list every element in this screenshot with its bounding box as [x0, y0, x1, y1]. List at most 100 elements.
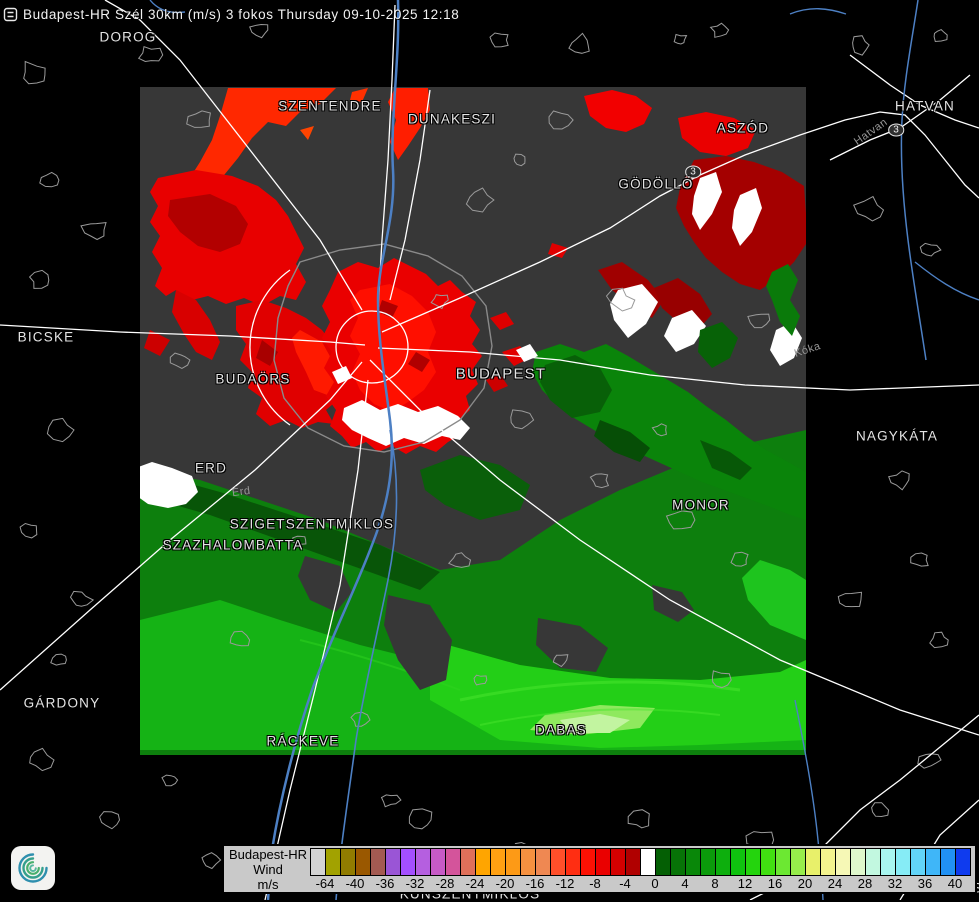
city-label: SZIGETSZENTMIKLOS — [229, 516, 395, 532]
legend-color-swatch — [491, 849, 505, 875]
legend-color-swatch — [881, 849, 895, 875]
legend-tick-label: -40 — [345, 876, 365, 891]
legend-color-swatch — [551, 849, 565, 875]
legend-color-swatch — [896, 849, 910, 875]
legend-tick-label: 40 — [947, 876, 963, 891]
legend-tick-label: -16 — [525, 876, 545, 891]
legend-color-swatch — [716, 849, 730, 875]
legend-color-swatch — [326, 849, 340, 875]
settlement-outline — [747, 313, 771, 329]
legend-color-swatch — [836, 849, 850, 875]
settlement-outline — [350, 711, 371, 727]
road-number-badge: 3 — [685, 165, 701, 179]
legend-color-swatch — [386, 849, 400, 875]
settlement-outline — [292, 535, 307, 545]
title-text: Budapest-HR Szél 30km (m/s) 3 fokos Thur… — [23, 7, 460, 22]
legend-color-swatch — [626, 849, 640, 875]
legend-color-swatch — [791, 849, 805, 875]
city-label: ERD — [194, 460, 228, 476]
legend-color-swatch — [416, 849, 430, 875]
legend-tick-label: 32 — [887, 876, 903, 891]
legend-quantity-label: Wind — [253, 862, 283, 877]
city-label: DABAS — [535, 722, 587, 738]
settlement-outline — [380, 794, 402, 808]
road-number-badge: 3 — [888, 123, 904, 137]
settlement-outline — [853, 195, 885, 222]
legend-color-swatch — [641, 849, 655, 875]
settlement-outline — [919, 242, 942, 257]
legend-tick-label: -36 — [375, 876, 395, 891]
settlement-outline — [161, 774, 179, 787]
legend-tick-label: -24 — [465, 876, 485, 891]
city-label: BUDAÖRS — [215, 371, 291, 387]
legend-color-swatch — [596, 849, 610, 875]
legend-color-swatch — [956, 849, 970, 875]
settlement-outline — [933, 29, 948, 43]
settlement-outline — [917, 753, 942, 769]
legend-color-swatch — [746, 849, 760, 875]
legend-color-swatch — [656, 849, 670, 875]
settlement-outline — [552, 654, 569, 668]
legend-tick-label: 12 — [737, 876, 753, 891]
legend-tick-label: 20 — [797, 876, 813, 891]
legend-color-swatch — [671, 849, 685, 875]
legend-color-swatch — [686, 849, 700, 875]
legend-tick-label: -32 — [405, 876, 425, 891]
settlement-outline — [29, 747, 55, 772]
minor-place-label: Érd — [231, 484, 252, 500]
legend-tick-label: -20 — [495, 876, 515, 891]
settlement-outline — [447, 552, 472, 568]
settlement-outline — [80, 222, 107, 241]
city-label: GÖDÖLLŐ — [618, 176, 694, 192]
legend-tick-label: 4 — [681, 876, 689, 891]
city-label: BICSKE — [17, 329, 75, 345]
legend-color-swatch — [461, 849, 475, 875]
settlement-outline — [665, 510, 696, 530]
settlement-outline — [186, 110, 211, 128]
settlement-outline — [605, 287, 636, 312]
settlement-outlines — [19, 22, 949, 887]
settlement-outline — [929, 631, 949, 649]
settlement-outline — [23, 60, 46, 85]
legend-color-swatch — [761, 849, 775, 875]
legend-tick-label: 8 — [711, 876, 719, 891]
city-label: RÁCKEVE — [266, 733, 340, 749]
settlement-outline — [888, 470, 910, 491]
legend-color-swatch — [821, 849, 835, 875]
settlement-outline — [99, 811, 121, 830]
city-label: ASZÓD — [716, 120, 770, 136]
legend-unit-label: m/s — [257, 877, 279, 892]
settlement-outline — [548, 110, 574, 130]
settlement-outline — [169, 352, 191, 369]
settlement-outline — [852, 35, 870, 56]
settlement-outline — [589, 473, 610, 489]
settlement-outline — [249, 23, 269, 39]
city-label: DOROG — [99, 29, 157, 45]
legend-color-swatch — [311, 849, 325, 875]
legend-color-swatch — [731, 849, 745, 875]
city-label: SZENTENDRE — [278, 98, 382, 114]
legend-color-swatch — [401, 849, 415, 875]
legend-tick-label: 28 — [857, 876, 873, 891]
city-label: BUDAPEST — [455, 365, 547, 383]
settlement-outline — [673, 33, 688, 45]
city-label: GÁRDONY — [23, 695, 101, 711]
settlement-outline — [28, 269, 50, 289]
legend-tick-label: -28 — [435, 876, 455, 891]
legend-tick-label: 16 — [767, 876, 783, 891]
settlement-outline — [50, 653, 67, 666]
legend-color-swatch — [611, 849, 625, 875]
legend-colorbar — [310, 848, 971, 876]
legend-color-swatch — [521, 849, 535, 875]
legend-tick-label: -8 — [589, 876, 601, 891]
legend-tick-label: 0 — [651, 876, 659, 891]
legend-color-swatch — [581, 849, 595, 875]
settlement-outline — [871, 802, 890, 818]
settlement-outline — [711, 670, 732, 689]
legend-color-swatch — [926, 849, 940, 875]
legend-color-swatch — [446, 849, 460, 875]
rivers — [149, 0, 979, 900]
